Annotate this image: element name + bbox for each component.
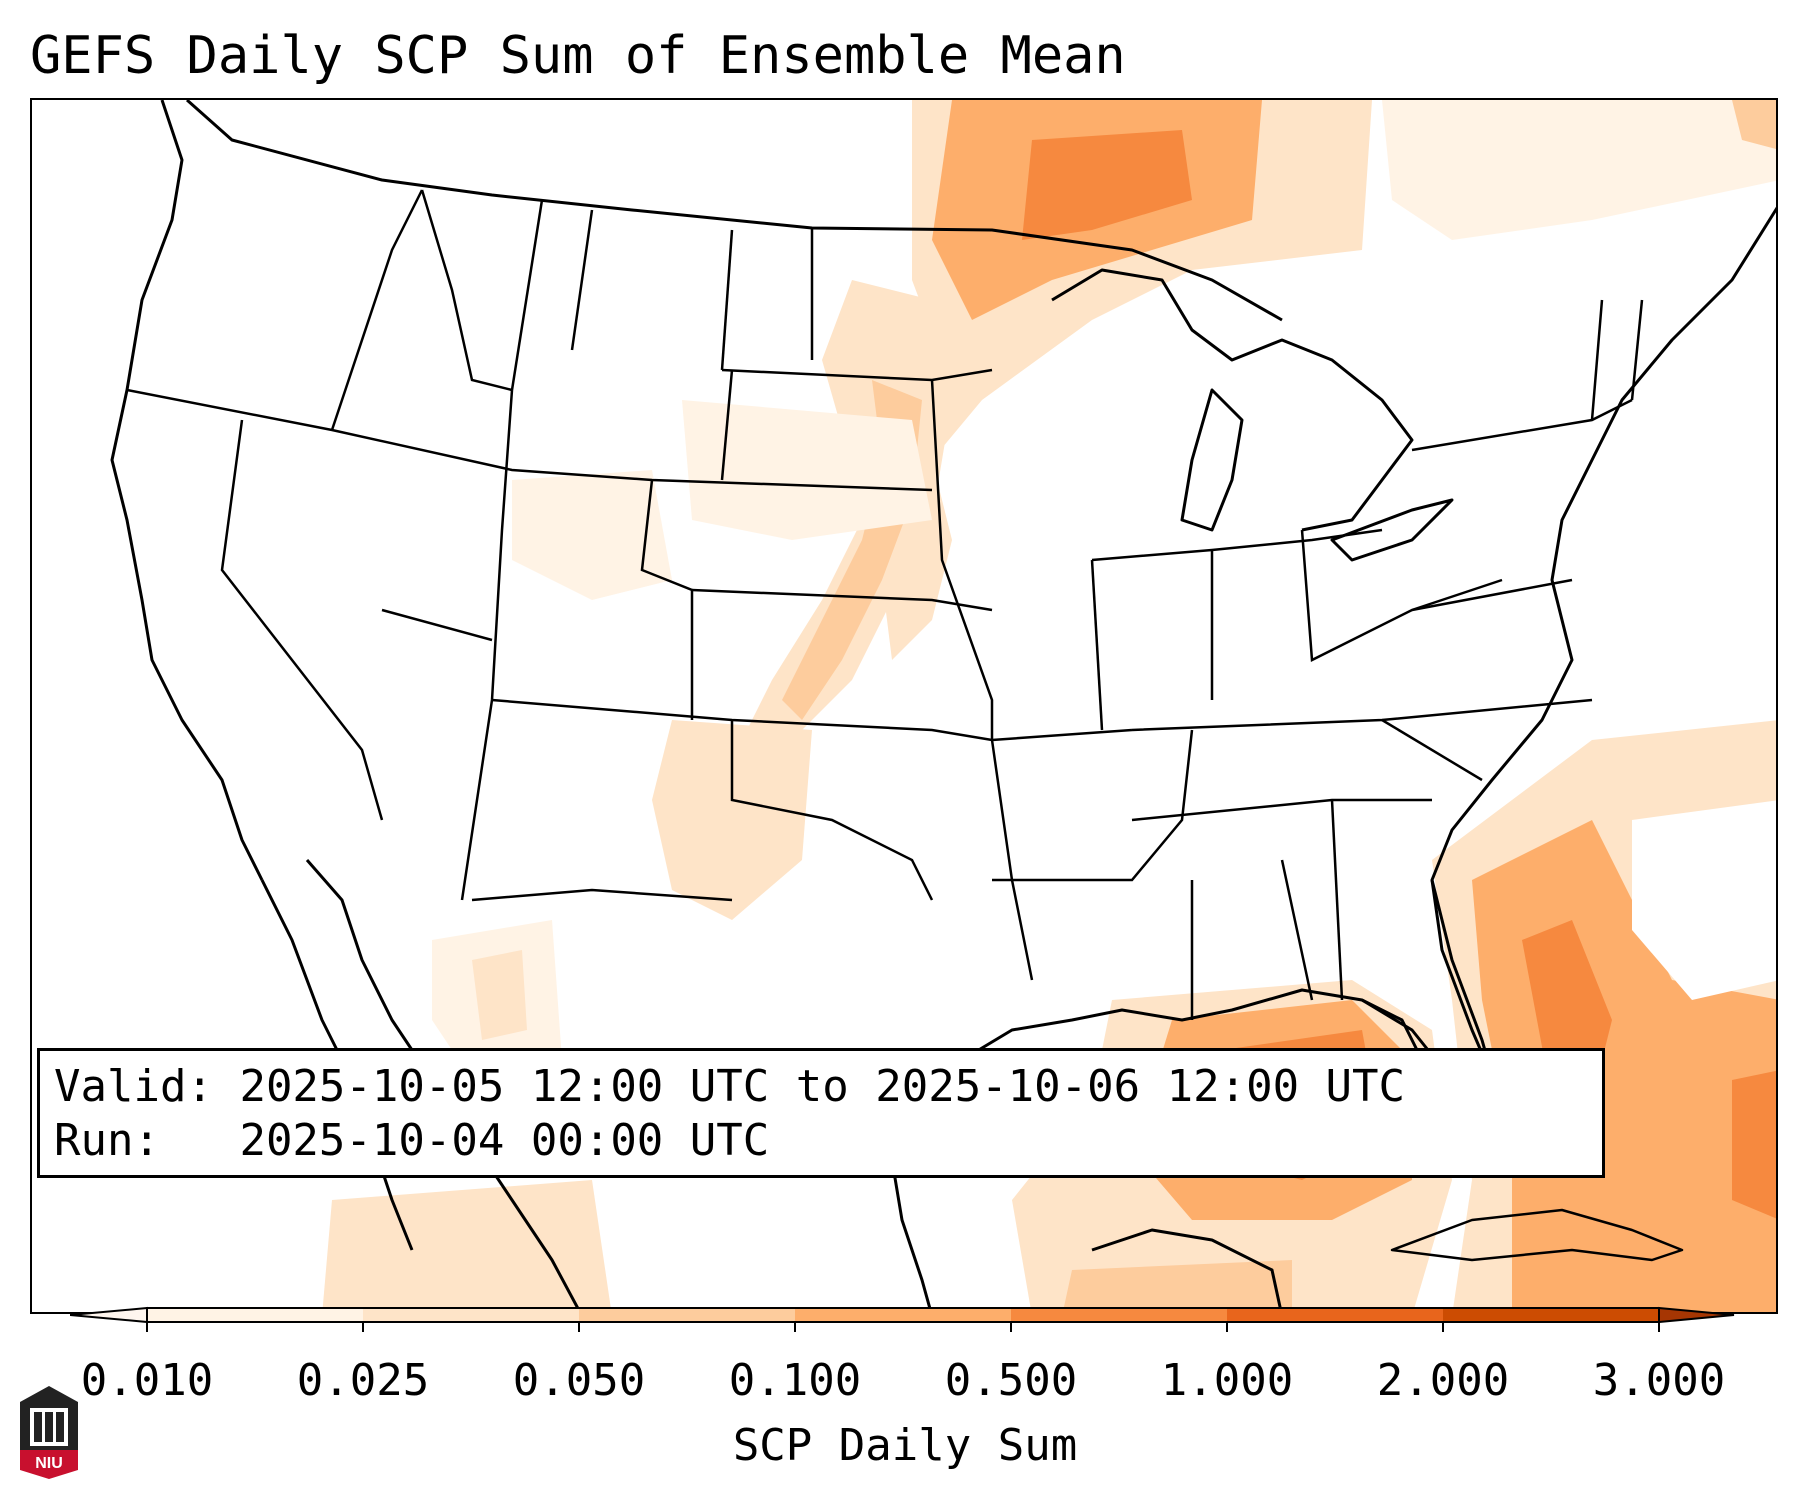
colorbar-segment <box>795 1308 1011 1322</box>
valid-line: Valid: 2025-10-05 12:00 UTC to 2025-10-0… <box>54 1060 1588 1114</box>
cuba <box>1390 1208 1684 1262</box>
colorbar-segment <box>579 1308 795 1322</box>
colorbar-segment <box>1443 1308 1659 1322</box>
colorbar-tick-label: 0.050 <box>512 1355 646 1406</box>
canada-border <box>186 100 1283 322</box>
colorbar-tick-label: 3.000 <box>1592 1355 1726 1406</box>
shade-mexico-2 <box>472 950 527 1040</box>
colorbar-tick-label: 0.025 <box>296 1355 430 1406</box>
colorbar-tick-label: 2.000 <box>1376 1355 1510 1406</box>
colorbar-extend-max <box>1658 1306 1735 1324</box>
valid-label: Valid: <box>54 1061 213 1112</box>
run-line: Run: 2025-10-04 00:00 UTC <box>54 1114 1588 1168</box>
run-label: Run: <box>54 1115 160 1166</box>
shade-ne-canada <box>1382 100 1776 240</box>
run-value: 2025-10-04 00:00 UTC <box>239 1115 770 1166</box>
map-outlines <box>110 100 1776 1312</box>
shade-yucatan <box>1062 1260 1292 1312</box>
colorbar-tick-label: 0.010 <box>80 1355 214 1406</box>
logo-text: NIU <box>35 1455 63 1472</box>
shade-colorado <box>512 470 672 600</box>
gulf-coastline <box>890 988 1494 1312</box>
lake-michigan <box>1180 388 1244 532</box>
great-lakes-shore <box>1051 268 1414 532</box>
colorbar-segment <box>1011 1308 1227 1322</box>
colorbar-label: SCP Daily Sum <box>732 1420 1078 1471</box>
colorbar-outline <box>146 1307 1660 1323</box>
colorbar <box>70 1306 1735 1332</box>
yucatan <box>1091 1228 1283 1312</box>
valid-value: 2025-10-05 12:00 UTC to 2025-10-06 12:00… <box>239 1061 1406 1112</box>
lake-erie <box>1330 498 1454 562</box>
shade-nm <box>652 720 812 920</box>
shade-north-inner <box>1022 130 1192 240</box>
shade-ne-corner <box>1732 100 1776 149</box>
colorbar-segment <box>1227 1308 1443 1322</box>
state-borders <box>126 189 1644 1020</box>
colorbar-segment <box>363 1308 579 1322</box>
shade-atlantic-east <box>1732 1070 1776 1219</box>
valid-run-info-box: Valid: 2025-10-05 12:00 UTC to 2025-10-0… <box>37 1048 1605 1178</box>
east-coastline <box>1430 206 1776 1151</box>
colorbar-tick-label: 0.500 <box>944 1355 1078 1406</box>
shade-mexico-south <box>322 1180 612 1312</box>
map-title: GEFS Daily SCP Sum of Ensemble Mean <box>30 26 1126 86</box>
university-seal-icon: NIU <box>20 1386 78 1479</box>
colorbar-extend-min <box>70 1306 148 1324</box>
colorbar-tick-label: 0.100 <box>728 1355 862 1406</box>
colorbar-segment <box>147 1308 363 1322</box>
west-coastline <box>110 100 264 881</box>
shade-nebraska <box>682 400 932 540</box>
colorbar-tick-label: 1.000 <box>1160 1355 1294 1406</box>
shade-atlantic-clear <box>1632 800 1776 1000</box>
